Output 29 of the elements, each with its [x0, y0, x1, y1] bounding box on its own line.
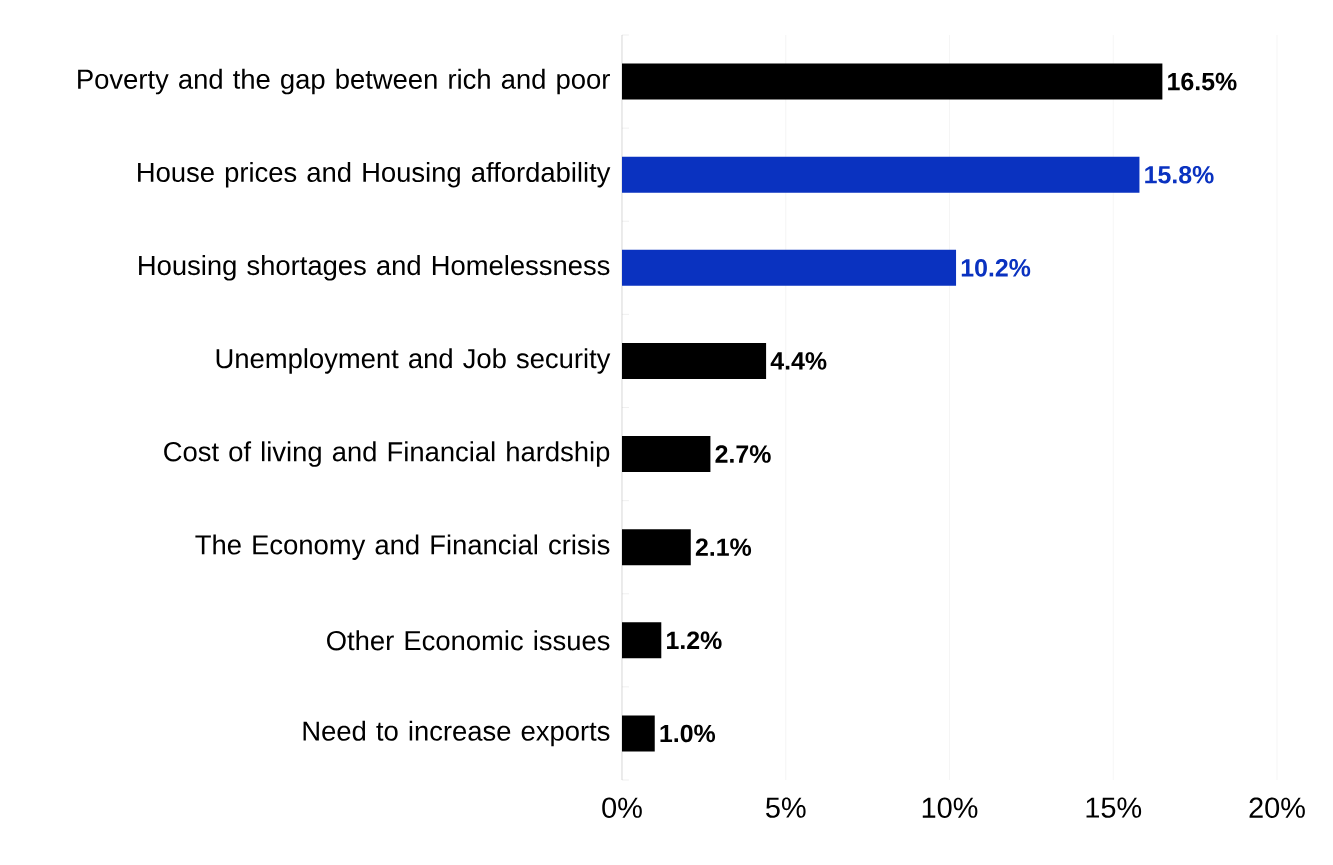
y-tick-label: Unemployment and Job security	[216, 348, 611, 374]
bar	[621, 715, 655, 752]
y-tick-label: Housing shortages and Homelessness	[139, 255, 610, 281]
bar	[621, 342, 767, 379]
bar	[621, 529, 691, 566]
data-label: 10.2%	[961, 259, 1031, 277]
bar	[621, 63, 1163, 100]
y-tick-label: House prices and Housing affordability	[138, 161, 611, 188]
x-tick-label: 20%	[1249, 797, 1305, 818]
x-tick-label: 15%	[1086, 797, 1142, 818]
bar	[621, 436, 711, 473]
y-tick-label: Poverty and the gap between rich and poor	[78, 68, 610, 95]
x-tick-label: 0%	[602, 797, 642, 818]
data-label: 15.8%	[1145, 165, 1214, 184]
y-tick-label: The Economy and Financial crisis	[195, 534, 610, 560]
y-tick-label: Cost of living and Financial hardship	[164, 441, 610, 467]
data-label: 1.0%	[660, 724, 716, 743]
bar	[621, 156, 1140, 193]
data-label: 4.4%	[770, 352, 827, 370]
bar	[621, 249, 957, 286]
y-tick-label: Other Economic issues	[327, 630, 610, 651]
data-label: 1.2%	[667, 631, 722, 650]
y-tick-label: Need to increase exports	[303, 720, 610, 747]
data-label: 2.1%	[695, 538, 752, 556]
data-label: 2.7%	[715, 445, 771, 463]
x-tick-label: 5%	[766, 797, 806, 818]
data-label: 16.5%	[1168, 72, 1237, 91]
x-tick-label: 10%	[922, 797, 978, 818]
bar	[621, 622, 662, 659]
